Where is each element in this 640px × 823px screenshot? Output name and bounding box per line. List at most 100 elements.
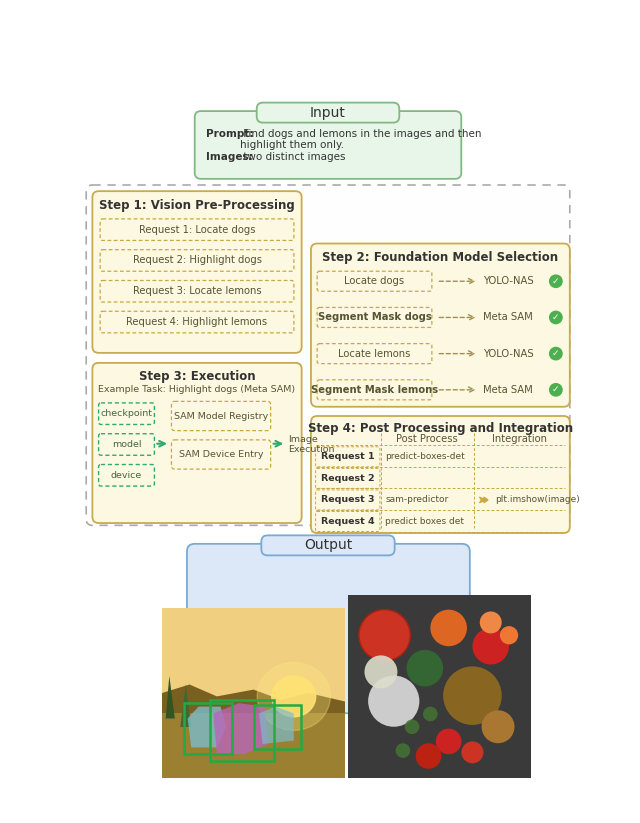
Circle shape bbox=[550, 311, 562, 323]
Bar bbox=[253, 705, 301, 749]
Text: Meta SAM: Meta SAM bbox=[483, 313, 532, 323]
FancyBboxPatch shape bbox=[316, 468, 380, 488]
Text: Image: Image bbox=[289, 435, 318, 444]
FancyBboxPatch shape bbox=[99, 403, 154, 425]
Text: SAM Device Entry: SAM Device Entry bbox=[179, 450, 263, 459]
Text: Segment Mask lemons: Segment Mask lemons bbox=[311, 385, 438, 395]
Text: Request 1: Request 1 bbox=[321, 453, 374, 462]
Circle shape bbox=[436, 728, 461, 754]
Text: Request 3: Request 3 bbox=[321, 495, 374, 504]
FancyBboxPatch shape bbox=[100, 311, 294, 332]
FancyBboxPatch shape bbox=[316, 490, 380, 510]
FancyBboxPatch shape bbox=[257, 103, 399, 123]
Polygon shape bbox=[259, 707, 294, 744]
Text: Find dogs and lemons in the images and then: Find dogs and lemons in the images and t… bbox=[241, 129, 482, 139]
Text: Step 1: Vision Pre-Processing: Step 1: Vision Pre-Processing bbox=[99, 198, 295, 212]
Bar bbox=[184, 703, 232, 754]
FancyBboxPatch shape bbox=[316, 447, 380, 467]
Text: Output: Output bbox=[304, 538, 352, 552]
FancyBboxPatch shape bbox=[261, 535, 395, 556]
FancyBboxPatch shape bbox=[311, 416, 570, 533]
Text: Integration: Integration bbox=[492, 434, 547, 444]
Text: Step 3: Execution: Step 3: Execution bbox=[139, 370, 255, 384]
Text: device: device bbox=[111, 471, 142, 480]
Circle shape bbox=[461, 742, 483, 764]
Circle shape bbox=[500, 626, 518, 644]
Circle shape bbox=[364, 655, 397, 688]
Text: checkpoint: checkpoint bbox=[100, 409, 152, 418]
Text: Request 4: Highlight lemons: Request 4: Highlight lemons bbox=[127, 317, 268, 327]
FancyBboxPatch shape bbox=[86, 185, 570, 525]
Text: Prompt:: Prompt: bbox=[205, 129, 253, 139]
Polygon shape bbox=[162, 685, 345, 778]
FancyBboxPatch shape bbox=[348, 595, 531, 778]
Text: two distinct images: two distinct images bbox=[241, 151, 346, 161]
Text: Segment Mask dogs: Segment Mask dogs bbox=[317, 313, 431, 323]
Circle shape bbox=[550, 275, 562, 287]
FancyBboxPatch shape bbox=[92, 363, 301, 523]
Polygon shape bbox=[180, 685, 191, 727]
Text: predict-boxes-det: predict-boxes-det bbox=[385, 453, 465, 462]
Circle shape bbox=[430, 610, 467, 646]
Circle shape bbox=[472, 628, 509, 664]
Text: model: model bbox=[112, 440, 141, 449]
Circle shape bbox=[406, 650, 443, 686]
FancyBboxPatch shape bbox=[317, 272, 432, 291]
Circle shape bbox=[423, 707, 438, 721]
FancyBboxPatch shape bbox=[317, 344, 432, 364]
FancyBboxPatch shape bbox=[100, 249, 294, 272]
Text: predict boxes det: predict boxes det bbox=[385, 517, 465, 526]
Text: SAM Model Registry: SAM Model Registry bbox=[174, 412, 268, 421]
Circle shape bbox=[550, 384, 562, 396]
Bar bbox=[209, 700, 274, 761]
Text: Step 4: Post Processing and Integration: Step 4: Post Processing and Integration bbox=[308, 422, 573, 435]
FancyBboxPatch shape bbox=[172, 439, 271, 469]
Circle shape bbox=[396, 743, 410, 758]
Text: Request 3: Locate lemons: Request 3: Locate lemons bbox=[132, 286, 261, 296]
Polygon shape bbox=[166, 676, 175, 718]
FancyBboxPatch shape bbox=[316, 511, 380, 532]
Text: Locate dogs: Locate dogs bbox=[344, 277, 404, 286]
Text: Meta SAM: Meta SAM bbox=[483, 385, 532, 395]
FancyBboxPatch shape bbox=[99, 464, 154, 486]
Polygon shape bbox=[213, 703, 268, 754]
Circle shape bbox=[359, 610, 410, 661]
Text: Locate lemons: Locate lemons bbox=[339, 349, 411, 359]
Circle shape bbox=[481, 710, 515, 743]
Circle shape bbox=[257, 663, 330, 730]
FancyBboxPatch shape bbox=[99, 434, 154, 455]
FancyBboxPatch shape bbox=[92, 191, 301, 353]
Text: Request 2: Highlight dogs: Request 2: Highlight dogs bbox=[132, 255, 262, 266]
Circle shape bbox=[550, 347, 562, 360]
Text: Example Task: Highlight dogs (Meta SAM): Example Task: Highlight dogs (Meta SAM) bbox=[99, 384, 296, 393]
Polygon shape bbox=[188, 707, 226, 747]
Text: Images:: Images: bbox=[205, 151, 252, 161]
Text: highlight them only.: highlight them only. bbox=[241, 140, 344, 150]
FancyBboxPatch shape bbox=[317, 308, 432, 328]
FancyBboxPatch shape bbox=[187, 544, 470, 714]
Text: sam-predictor: sam-predictor bbox=[385, 495, 449, 504]
Text: Execution: Execution bbox=[289, 445, 335, 454]
Circle shape bbox=[443, 667, 502, 725]
Text: YOLO-NAS: YOLO-NAS bbox=[483, 277, 534, 286]
Text: ✓: ✓ bbox=[552, 349, 559, 358]
Text: Request 4: Request 4 bbox=[321, 517, 374, 526]
FancyBboxPatch shape bbox=[311, 244, 570, 407]
Text: ✓: ✓ bbox=[552, 385, 559, 394]
Text: Request 2: Request 2 bbox=[321, 474, 374, 483]
Circle shape bbox=[272, 676, 316, 717]
Text: plt.imshow(image): plt.imshow(image) bbox=[495, 495, 580, 504]
Text: Request 1: Locate dogs: Request 1: Locate dogs bbox=[139, 225, 255, 235]
Text: YOLO-NAS: YOLO-NAS bbox=[483, 349, 534, 359]
Text: ✓: ✓ bbox=[552, 313, 559, 322]
FancyBboxPatch shape bbox=[100, 281, 294, 302]
Text: Step 2: Foundation Model Selection: Step 2: Foundation Model Selection bbox=[323, 251, 559, 264]
FancyBboxPatch shape bbox=[195, 111, 461, 179]
Circle shape bbox=[480, 611, 502, 634]
FancyBboxPatch shape bbox=[162, 714, 345, 778]
FancyBboxPatch shape bbox=[317, 379, 432, 400]
FancyBboxPatch shape bbox=[172, 402, 271, 430]
Text: Post Process: Post Process bbox=[396, 434, 458, 444]
Circle shape bbox=[368, 676, 419, 727]
Text: Input: Input bbox=[310, 105, 346, 119]
